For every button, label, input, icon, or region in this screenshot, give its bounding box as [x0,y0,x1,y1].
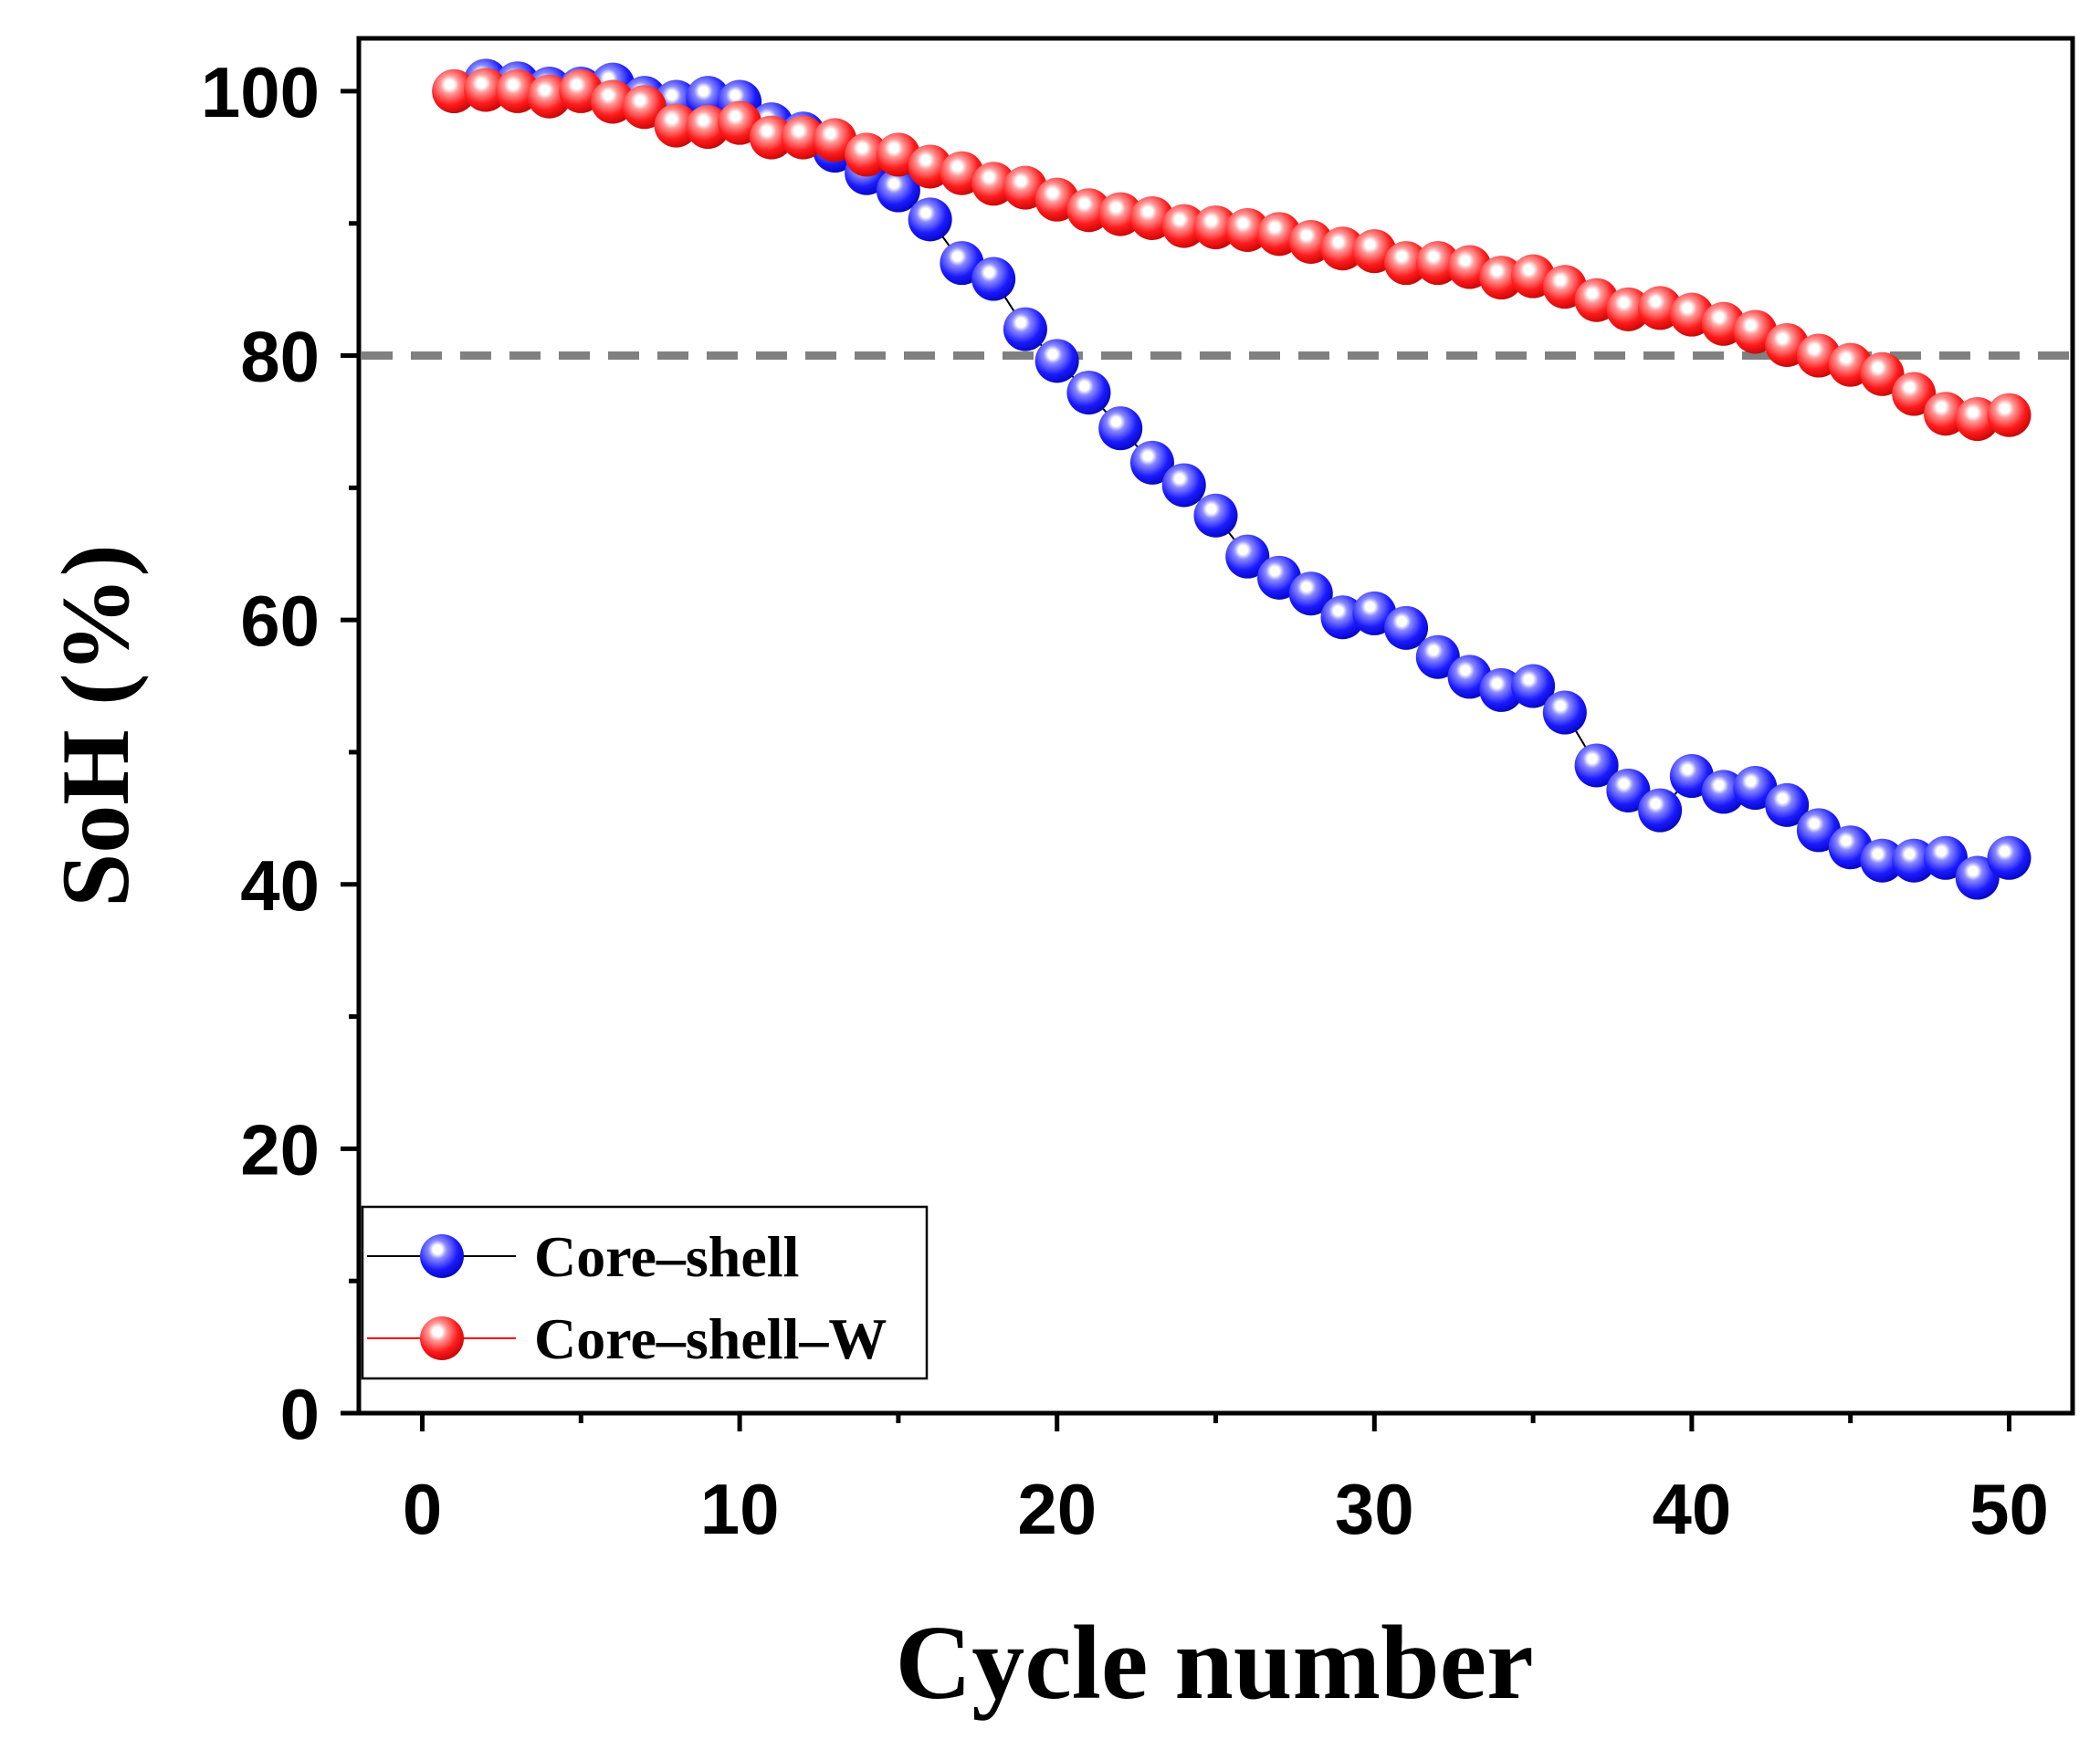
y-tick-label: 80 [240,317,320,397]
x-axis-title: Cycle number [895,1605,1533,1722]
legend-label-core-shell-w: Core–shell–W [534,1306,887,1371]
data-point-core-shell-w [1193,205,1238,250]
legend-label-core-shell: Core–shell [534,1224,799,1289]
data-point-core-shell-w [464,68,509,112]
data-point-core-shell [1606,768,1651,812]
data-point-core-shell [1034,339,1079,383]
data-point-core-shell-w [686,105,730,150]
data-point-core-shell [1225,534,1270,579]
data-point-core-shell-w [1606,287,1651,331]
data-point-core-shell-w [1320,226,1365,271]
data-point-core-shell-w [1479,256,1524,300]
data-point-core-shell [1288,571,1333,616]
legend-marker-core-shell [420,1234,464,1278]
data-point-core-shell [1066,371,1111,415]
data-point-core-shell-w [654,103,698,148]
axis-ticks: 0 10 20 30 40 50 0 20 40 60 80 100 [201,52,2049,1549]
series-group [432,58,2032,900]
data-point-core-shell [1511,664,1556,708]
x-tick-label: 50 [1969,1469,2049,1549]
y-tick-label: 60 [240,581,320,661]
data-point-core-shell-w [1384,241,1429,286]
data-point-core-shell-w [622,85,667,130]
series-line-core-shell [453,79,2011,879]
data-point-core-shell [1415,634,1460,679]
data-point-core-shell [1574,743,1619,788]
data-point-core-shell [1923,835,1968,880]
legend: Core–shell Core–shell–W [361,1205,929,1380]
x-tick-label: 20 [1017,1469,1097,1549]
data-point-core-shell [1892,838,1937,883]
data-point-core-shell [1193,493,1238,538]
x-tick-label: 10 [700,1469,780,1549]
data-point-core-shell [908,197,952,242]
x-tick-label: 0 [403,1469,442,1549]
data-point-core-shell-w [1415,241,1460,286]
data-point-core-shell-w [432,68,477,113]
data-point-core-shell [1320,595,1365,640]
x-tick-label: 30 [1335,1469,1414,1549]
data-point-core-shell-w [749,115,793,160]
y-tick-label: 0 [280,1374,320,1454]
series-core-shell-w [432,68,2032,442]
data-point-core-shell-w [1987,393,2032,437]
legend-marker-core-shell-w [420,1316,464,1360]
data-point-core-shell [1479,667,1524,712]
data-point-core-shell-w [1225,207,1270,252]
data-point-core-shell [1701,770,1746,814]
series-core-shell [432,58,2032,900]
data-point-core-shell [1955,855,2000,900]
y-tick-label: 20 [240,1109,320,1189]
data-point-core-shell-w [1860,351,1905,396]
data-point-core-shell [971,257,1016,301]
data-point-core-shell [1765,782,1810,827]
data-point-core-shell-w [1892,372,1937,416]
data-point-core-shell [1542,690,1587,735]
y-tick-label: 100 [201,52,320,132]
data-point-core-shell-w [1066,188,1111,233]
y-axis-title: SoH (%) [42,544,149,907]
data-point-core-shell-w [1098,192,1143,236]
data-point-core-shell [1384,605,1429,650]
data-point-core-shell [876,168,920,213]
data-point-core-shell [1161,463,1206,508]
data-point-core-shell [1860,838,1905,883]
data-point-core-shell-w [781,115,825,160]
data-point-core-shell-w [845,132,889,177]
data-point-core-shell-w [1161,204,1206,248]
data-point-core-shell [1129,440,1174,485]
data-point-core-shell [1638,788,1683,833]
data-point-core-shell [1098,406,1143,451]
x-tick-label: 40 [1653,1469,1732,1549]
y-tick-label: 40 [240,845,320,926]
data-point-core-shell-w [971,162,1016,206]
data-point-core-shell [1987,835,2032,880]
data-point-core-shell-w [1955,397,2000,442]
data-point-core-shell [1003,307,1047,351]
